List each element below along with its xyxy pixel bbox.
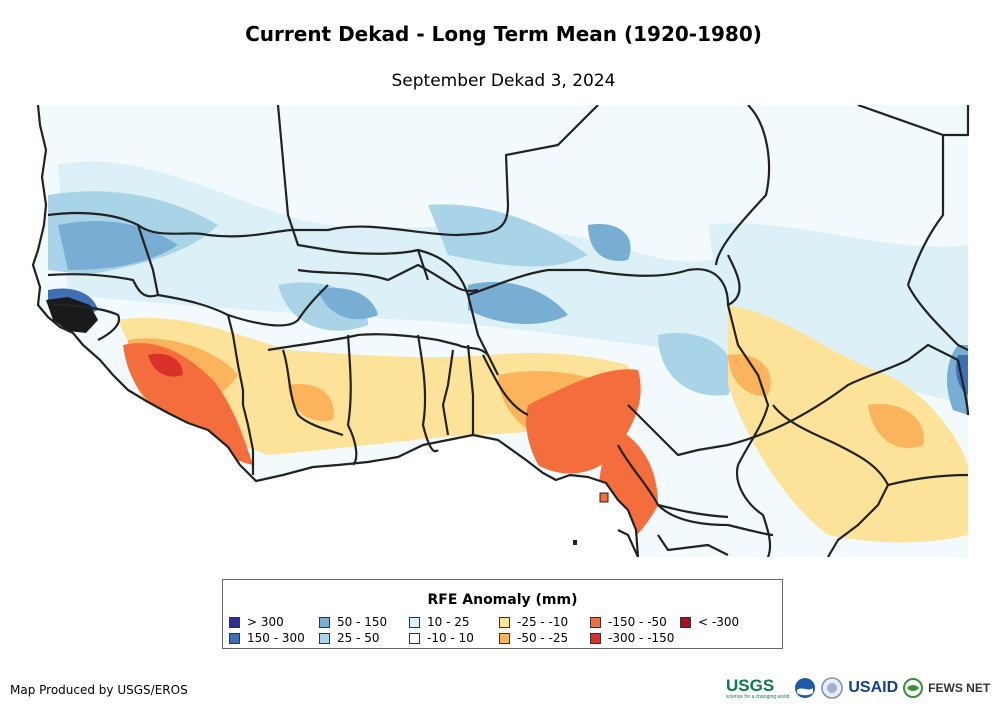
map-legend: RFE Anomaly (mm) > 300 150 - 300 50 - 15…	[222, 579, 783, 649]
legend-item-gt300: > 300	[229, 615, 284, 629]
country-borders	[47, 105, 970, 557]
legend-item-150-300: 150 - 300	[229, 631, 305, 645]
legend-swatch	[499, 616, 510, 628]
legend-item-neg300-neg150: -300 - -150	[590, 631, 674, 645]
legend-swatch	[409, 616, 420, 628]
legend-label: -10 - 10	[427, 631, 474, 645]
legend-title: RFE Anomaly (mm)	[427, 592, 578, 608]
legend-swatch	[319, 616, 330, 628]
bioko-island	[599, 492, 609, 503]
legend-swatch	[409, 632, 420, 644]
coastline	[31, 105, 640, 557]
legend-label: < -300	[698, 615, 740, 629]
legend-item-neg10-10: -10 - 10	[409, 631, 474, 645]
legend-swatch	[590, 632, 601, 644]
fews-net-globe-icon	[903, 678, 924, 698]
usgs-wordmark: USGS	[726, 676, 775, 695]
sao-tome-island	[573, 540, 577, 545]
anomaly-fields	[33, 105, 968, 557]
doc-seal-icon	[821, 677, 844, 699]
rainfall-anomaly-map	[31, 105, 970, 557]
legend-label: 10 - 25	[427, 615, 470, 629]
usaid-logo: USAID	[848, 679, 899, 696]
legend-swatch	[319, 632, 330, 644]
noaa-logo-icon	[795, 678, 816, 698]
legend-label: 150 - 300	[247, 631, 305, 645]
usgs-tagline: science for a changing world	[726, 694, 790, 700]
legend-item-neg150-neg50: -150 - -50	[590, 615, 667, 629]
legend-label: 50 - 150	[337, 615, 388, 629]
legend-label: -300 - -150	[608, 631, 675, 645]
legend-swatch	[499, 632, 510, 644]
map-subtitle: September Dekad 3, 2024	[391, 71, 616, 91]
legend-swatch	[590, 616, 601, 628]
map-credit: Map Produced by USGS/EROS	[10, 683, 188, 697]
legend-item-25-50: 25 - 50	[319, 631, 380, 645]
legend-item-neg25-neg10: -25 - -10	[499, 615, 568, 629]
legend-label: > 300	[247, 615, 284, 629]
fews-net-logo: FEWS NET	[928, 681, 991, 695]
legend-label: -25 - -10	[517, 615, 569, 629]
legend-item-10-25: 10 - 25	[409, 615, 470, 629]
map-title: Current Dekad - Long Term Mean (1920-198…	[245, 22, 762, 46]
legend-label: -150 - -50	[608, 615, 667, 629]
legend-item-lt-neg300: < -300	[680, 615, 739, 629]
legend-label: -50 - -25	[517, 631, 569, 645]
legend-item-50-150: 50 - 150	[319, 615, 387, 629]
legend-item-neg50-neg25: -50 - -25	[499, 631, 568, 645]
partner-logos: USGS science for a changing world USAID …	[726, 676, 990, 700]
legend-label: 25 - 50	[337, 631, 380, 645]
legend-swatch	[229, 632, 240, 644]
legend-swatch	[229, 616, 240, 628]
usgs-logo: USGS science for a changing world	[726, 676, 789, 700]
legend-swatch	[680, 616, 691, 628]
